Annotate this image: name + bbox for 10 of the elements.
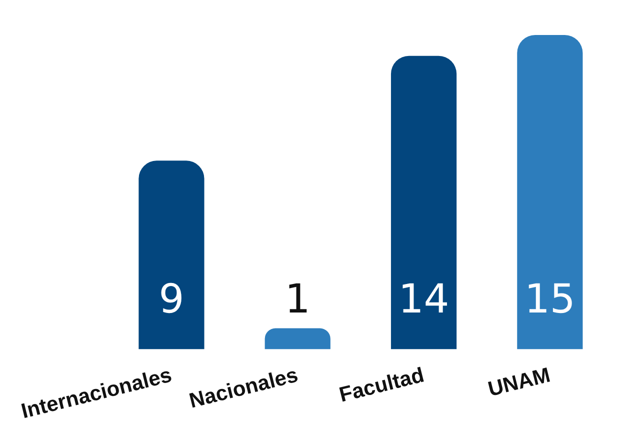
- x-tick-label: Facultad: [337, 364, 426, 407]
- bar: [390, 56, 457, 350]
- data-label: 14: [398, 276, 450, 323]
- bar: [517, 34, 583, 350]
- data-label: 9: [158, 276, 184, 323]
- x-tick-label: UNAM: [486, 364, 553, 402]
- data-label: 15: [524, 276, 576, 323]
- data-label: 1: [284, 276, 310, 323]
- bar: [138, 160, 204, 350]
- bar: [264, 328, 330, 350]
